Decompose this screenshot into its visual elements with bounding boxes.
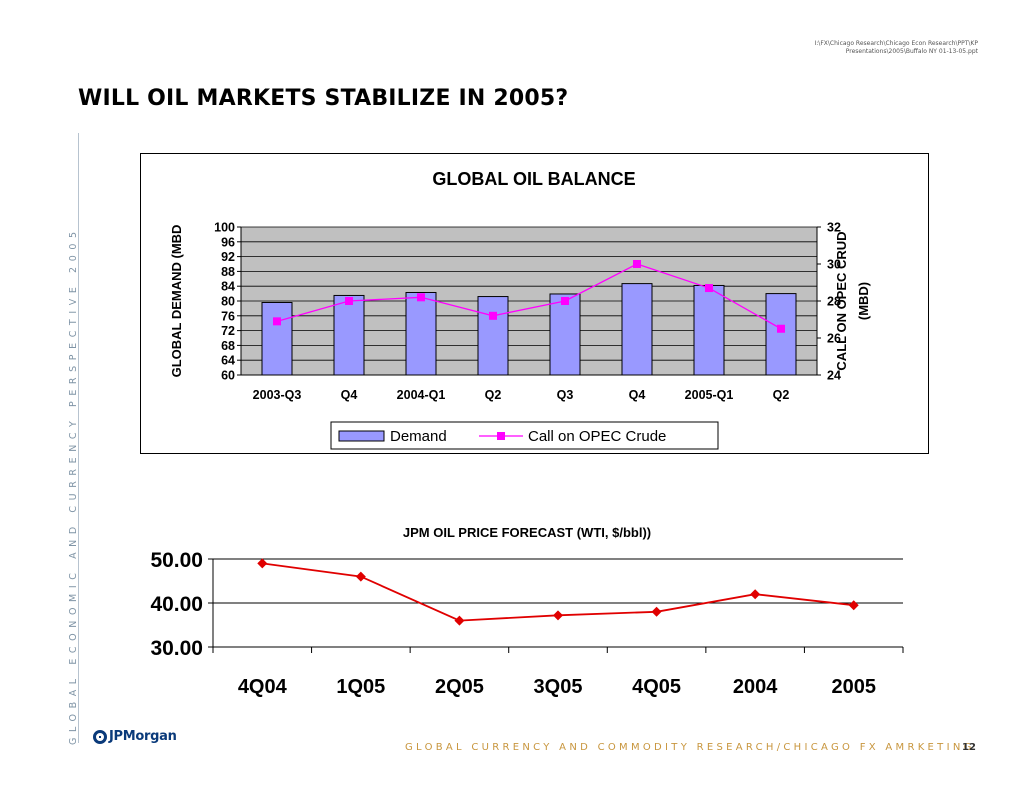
y-tick-label: 60 xyxy=(221,369,235,383)
y2-tick-label: 28 xyxy=(827,295,841,309)
price-point xyxy=(454,615,465,626)
legend-swatch-opec-marker xyxy=(497,432,505,440)
x-tick-label: 4Q05 xyxy=(632,676,681,698)
demand-bar xyxy=(405,291,437,376)
oil-price-forecast-svg: JPM OIL PRICE FORECAST (WTI, $/bbl)) 50.0… xyxy=(150,525,904,698)
price-point xyxy=(750,589,761,600)
jpmorgan-logo: JPMorgan xyxy=(93,729,177,744)
x-tick-label: Q2 xyxy=(485,388,502,402)
y-tick-label: 96 xyxy=(221,235,235,249)
y-tick-label: 92 xyxy=(221,250,235,264)
x-tick-label: Q3 xyxy=(557,388,574,402)
chart-title: GLOBAL OIL BALANCE xyxy=(432,169,635,189)
demand-bar xyxy=(549,293,581,376)
x-tick-label: 1Q05 xyxy=(336,676,385,698)
price-point xyxy=(848,600,859,611)
file-path-label: I:\FX\Chicago Research\Chicago Econ Rese… xyxy=(814,40,978,55)
x-tick-label: 3Q05 xyxy=(534,676,583,698)
opec-point xyxy=(633,260,641,268)
opec-point xyxy=(273,317,281,326)
y2-tick-label: 30 xyxy=(827,258,841,272)
logo-text: JPMorgan xyxy=(109,729,177,744)
x-tick-label: 4Q04 xyxy=(238,676,288,698)
legend-label-opec: Call on OPEC Crude xyxy=(528,428,666,445)
y-tick-label: 84 xyxy=(221,280,235,294)
opec-point xyxy=(345,297,353,305)
opec-point xyxy=(489,311,497,320)
demand-bar xyxy=(621,283,653,376)
y-tick-label: 100 xyxy=(214,221,235,235)
y-tick-label: 68 xyxy=(221,339,235,353)
x-tick-label: Q4 xyxy=(341,388,358,402)
x-tick-label: Q4 xyxy=(629,388,646,402)
demand-bar xyxy=(477,296,509,376)
chart-title: JPM OIL PRICE FORECAST (WTI, $/bbl)) xyxy=(403,525,651,540)
demand-bar xyxy=(693,284,725,376)
opec-point xyxy=(777,324,785,333)
side-divider xyxy=(78,133,79,743)
x-tick-label: 2005 xyxy=(831,676,876,698)
demand-bar xyxy=(765,293,797,376)
x-tick-label: 2Q05 xyxy=(435,676,484,698)
x-tick-label: Q2 xyxy=(773,388,790,402)
demand-bar xyxy=(261,301,293,376)
y-tick-label: 80 xyxy=(221,295,235,309)
footer-text: GLOBAL CURRENCY AND COMMODITY RESEARCH/C… xyxy=(405,742,975,753)
y2-tick-label: 26 xyxy=(827,332,841,346)
x-tick-label: 2005-Q1 xyxy=(685,388,734,402)
demand-bar xyxy=(333,294,365,376)
x-tick-label: 2004-Q1 xyxy=(397,388,446,402)
legend-box xyxy=(330,421,719,450)
opec-point xyxy=(705,284,713,293)
legend-label-demand: Demand xyxy=(390,428,447,445)
jpmorgan-logo-icon xyxy=(93,729,107,744)
opec-point xyxy=(417,293,425,302)
y-axis-title: GLOBAL DEMAND (MBD xyxy=(169,225,184,378)
x-tick-label: 2004 xyxy=(733,676,778,698)
opec-point xyxy=(561,297,569,305)
side-banner-text: GLOBAL ECONOMIC AND CURRENCY PERSPECTIVE… xyxy=(68,226,79,745)
opec-line xyxy=(276,263,782,330)
oil-price-forecast-chart: JPM OIL PRICE FORECAST (WTI, $/bbl)) 50.0… xyxy=(120,520,920,705)
y-tick-label: 76 xyxy=(221,309,235,323)
y2-tick-label: 24 xyxy=(827,369,841,383)
price-point xyxy=(651,606,662,617)
y-tick-label: 88 xyxy=(221,265,235,279)
y-tick-label: 40.00 xyxy=(150,593,203,616)
y-tick-label: 72 xyxy=(221,324,235,338)
y2-axis-title: CALL ON OPEC CRUD xyxy=(834,231,849,370)
x-tick-label: 2003-Q3 xyxy=(253,388,302,402)
y2-axis-title-unit: (MBD) xyxy=(856,282,871,320)
page-number: 12 xyxy=(962,742,976,753)
y-tick-label: 64 xyxy=(221,354,235,368)
legend-swatch-demand xyxy=(338,430,385,442)
y2-tick-label: 32 xyxy=(827,221,841,235)
y-tick-label: 30.00 xyxy=(150,637,203,660)
page-title: WILL OIL MARKETS STABILIZE IN 2005? xyxy=(78,86,569,111)
price-point xyxy=(355,571,366,582)
y-tick-label: 50.00 xyxy=(150,549,203,572)
global-oil-balance-svg: GLOBAL OIL BALANCE 1009692888480767268646… xyxy=(169,169,871,450)
price-point xyxy=(257,558,268,569)
price-point xyxy=(553,610,563,621)
global-oil-balance-chart: GLOBAL OIL BALANCE 100 96 92 88 84 80 76 72 68 64 6… xyxy=(140,153,929,454)
